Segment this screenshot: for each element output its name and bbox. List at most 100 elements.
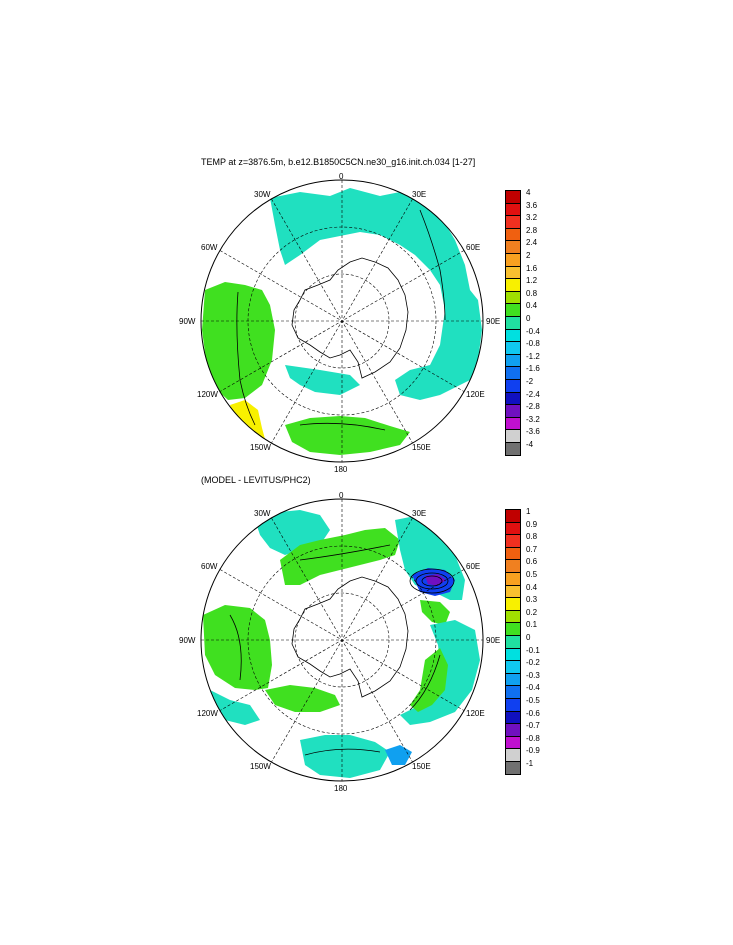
colorbar-swatch: [505, 635, 521, 649]
colorbar-tick-label: 0.3: [526, 595, 538, 605]
map-boundary-bottom: [200, 498, 484, 782]
colorbar-swatch: [505, 265, 521, 280]
lon-label-120w: 120W: [197, 390, 218, 399]
colorbar-swatch: [505, 429, 521, 443]
colorbar-tick-label: -1.2: [526, 351, 540, 361]
lon-label-30w: 30W: [254, 509, 271, 518]
colorbar-tick-label: -2.8: [526, 402, 540, 412]
field-cyan-topright: [400, 195, 448, 250]
colorbar-swatch: [505, 190, 521, 204]
map-boundary-top: [200, 179, 484, 463]
colorbar-tick-label: 0.4: [526, 301, 538, 311]
lon-label-120e: 120E: [466, 390, 485, 399]
colorbar-tick-label: -0.8: [526, 733, 540, 743]
colorbar-swatch: [505, 316, 521, 330]
lon-label-90w: 90W: [179, 317, 196, 326]
colorbar-swatch: [505, 572, 521, 586]
colorbar-swatch: [505, 379, 521, 393]
colorbar-tick-label: 0: [526, 314, 531, 323]
colorbar-tick-label: 1.6: [526, 263, 538, 273]
colorbar-swatch: [505, 685, 521, 699]
colorbar-tick-label: 0.1: [526, 620, 538, 630]
colorbar-swatch: [505, 609, 521, 624]
colorbar-swatch: [505, 253, 521, 267]
lon-label-60w: 60W: [201, 243, 218, 252]
colorbar-tick-label: 2.8: [526, 225, 538, 235]
lon-label-60e: 60E: [466, 243, 481, 252]
colorbar-swatch: [505, 328, 521, 343]
colorbar-swatch: [505, 227, 521, 242]
colorbar-swatch: [505, 404, 521, 418]
field-cyan-lower: [285, 365, 360, 395]
lon-label-30w: 30W: [254, 190, 271, 199]
field-green-upper: [280, 528, 400, 585]
colorbar-swatch: [505, 660, 521, 674]
colorbar-tick-label: -0.8: [526, 339, 540, 349]
colorbar-swatch: [505, 290, 521, 305]
colorbar-tick-label: 0.8: [526, 532, 538, 542]
colorbar-tick-label: 2.4: [526, 238, 538, 248]
colorbar-swatch: [505, 442, 521, 456]
lon-label-30e: 30E: [412, 509, 427, 518]
colorbar-tick-label: -0.2: [526, 658, 540, 668]
colorbar-swatch: [505, 521, 521, 536]
colorbar-swatch: [505, 559, 521, 573]
field-green-south: [285, 416, 410, 455]
colorbar-swatch: [505, 698, 521, 712]
colorbar-tick-label: 0.7: [526, 544, 538, 554]
polar-map-difference: [201, 499, 483, 781]
colorbar-tick-label: 0.2: [526, 607, 538, 617]
lon-label-120w: 120W: [197, 709, 218, 718]
colorbar-tick-label: 0.4: [526, 582, 538, 592]
colorbar-tick-label: -3.6: [526, 427, 540, 437]
colorbar-tick-label: 0: [526, 633, 531, 642]
lon-label-150e: 150E: [412, 443, 431, 452]
colorbar-tick-label: 1: [526, 507, 531, 516]
lon-label-0: 0: [339, 491, 344, 500]
colorbar-tick-label: -4: [526, 440, 534, 449]
colorbar-tick-label: 2: [526, 251, 531, 260]
colorbar-swatch: [505, 278, 521, 292]
colorbar-swatch: [505, 546, 521, 561]
colorbar-swatch: [505, 584, 521, 599]
polar-map-temperature: [201, 180, 483, 462]
lon-label-180: 180: [334, 465, 348, 474]
colorbar-swatch: [505, 647, 521, 662]
lon-label-0: 0: [339, 172, 344, 181]
lon-label-120e: 120E: [466, 709, 485, 718]
colorbar-tick-label: -3.2: [526, 414, 540, 424]
lon-label-150e: 150E: [412, 762, 431, 771]
colorbar-tick-label: 1.2: [526, 276, 538, 286]
colorbar-swatch: [505, 735, 521, 750]
field-green-east-small: [420, 600, 450, 625]
colorbar-tick-label: -0.6: [526, 708, 540, 718]
colorbar-tick-label: 3.6: [526, 200, 538, 210]
colorbar-swatch: [505, 672, 521, 687]
field-cyan-south: [300, 735, 390, 778]
colorbar-tick-label: -0.4: [526, 326, 540, 336]
lon-label-30e: 30E: [412, 190, 427, 199]
colorbar-swatch: [505, 215, 521, 229]
colorbar-tick-label: -0.9: [526, 746, 540, 756]
colorbar-tick-label: 0.8: [526, 288, 538, 298]
colorbar-swatch: [505, 534, 521, 548]
lon-label-60w: 60W: [201, 562, 218, 571]
colorbar-tick-label: -2: [526, 377, 534, 386]
lon-label-150w: 150W: [250, 443, 271, 452]
colorbar-swatch: [505, 622, 521, 636]
colorbar-swatch: [505, 416, 521, 431]
colorbar-tick-label: -0.1: [526, 645, 540, 655]
colorbar-swatch: [505, 202, 521, 217]
colorbar-swatch: [505, 303, 521, 317]
field-green-west: [203, 605, 272, 690]
colorbar-swatch: [505, 748, 521, 762]
colorbar-tick-label: 0.9: [526, 519, 538, 529]
colorbar-tick-label: -0.4: [526, 683, 540, 693]
colorbar-tick-label: -2.4: [526, 389, 540, 399]
colorbar-swatch: [505, 353, 521, 368]
field-green-west: [202, 282, 275, 400]
colorbar-difference: 1 0.9 0.8 0.7 0.6 0.5 0.4 0.3 0.2 0.1 0 -0.1 -0.2 -0.…: [505, 507, 565, 775]
colorbar-swatch: [505, 366, 521, 380]
colorbar-tick-label: 4: [526, 188, 531, 197]
